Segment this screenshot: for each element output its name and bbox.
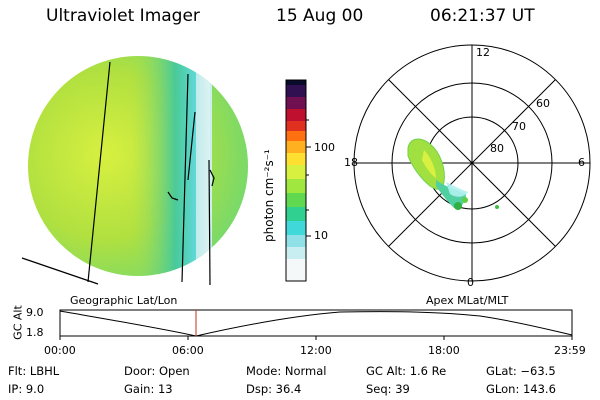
colorbar-unit-label: photon cm⁻²s⁻¹ bbox=[262, 149, 276, 242]
graticule-lines bbox=[21, 61, 215, 286]
mlat-label-70: 70 bbox=[512, 120, 526, 133]
info-gain: Gain: 13 bbox=[124, 382, 173, 396]
earth-disc bbox=[28, 56, 248, 276]
mlt-label-0: 0 bbox=[467, 276, 474, 289]
mlat-label-60: 60 bbox=[536, 97, 550, 110]
geographic-caption: Geographic Lat/Lon bbox=[70, 294, 178, 307]
timeline-ylabel: GC Alt bbox=[11, 305, 25, 340]
timeline-y-bottom: 1.8 bbox=[26, 326, 44, 339]
info-gc-alt: GC Alt: 1.6 Re bbox=[366, 364, 447, 378]
info-filter: Flt: LBHL bbox=[8, 364, 60, 378]
info-door: Door: Open bbox=[124, 364, 190, 378]
info-ip: IP: 9.0 bbox=[8, 382, 45, 396]
colorbar-tick-100: 100 bbox=[314, 141, 335, 154]
mlat-label-80: 80 bbox=[490, 142, 504, 155]
info-seq: Seq: 39 bbox=[366, 382, 410, 396]
info-dsp: Dsp: 36.4 bbox=[246, 382, 302, 396]
timeline-tick-0600: 06:00 bbox=[172, 344, 204, 357]
timeline-tick-1800: 18:00 bbox=[428, 344, 460, 357]
altitude-timeline bbox=[59, 309, 573, 340]
mlt-label-6: 6 bbox=[578, 156, 585, 169]
timeline-tick-2359: 23:59 bbox=[554, 344, 586, 357]
info-mode: Mode: Normal bbox=[246, 364, 327, 378]
apex-caption: Apex MLat/MLT bbox=[426, 294, 509, 307]
date-label: 15 Aug 00 bbox=[276, 6, 364, 26]
auroral-oval bbox=[407, 138, 499, 210]
mlt-label-12: 12 bbox=[476, 46, 490, 59]
info-glat: GLat: −63.5 bbox=[486, 364, 556, 378]
timeline-y-top: 9.0 bbox=[26, 306, 44, 319]
timeline-tick-0000: 00:00 bbox=[44, 344, 76, 357]
timeline-tick-1200: 12:00 bbox=[300, 344, 332, 357]
time-label: 06:21:37 UT bbox=[430, 6, 535, 26]
colorbar bbox=[285, 79, 311, 282]
mlt-label-18: 18 bbox=[344, 156, 358, 169]
colorbar-tick-10: 10 bbox=[314, 229, 328, 242]
instrument-title: Ultraviolet Imager bbox=[46, 6, 200, 26]
info-glon: GLon: 143.6 bbox=[486, 382, 556, 396]
polar-plot bbox=[353, 44, 591, 282]
